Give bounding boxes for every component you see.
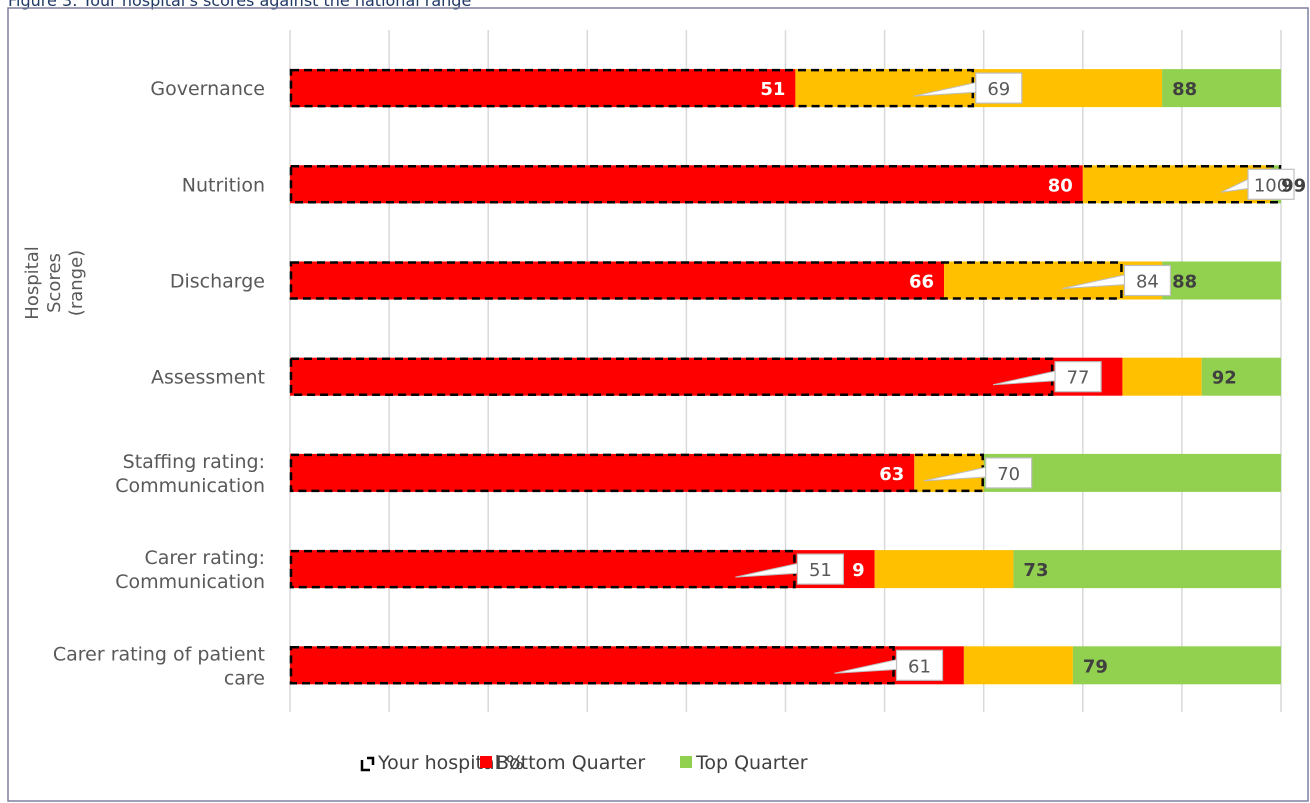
label-top-quarter-nutrition: 99 [1281, 175, 1306, 196]
category-label-carer-rating-of-patient-care: Carer rating of patient care [53, 643, 265, 689]
plot-border [7, 7, 1309, 802]
bar-bottom-quarter-carer-rating-of-patient-care [290, 646, 964, 685]
y-axis-title-line: Scores [44, 253, 65, 313]
callout-box-carer-rating-of-patient-care [895, 649, 944, 681]
hospital-value-carer-rating-of-patient-care: 61 [908, 656, 931, 677]
label-top-quarter-carer-rating-communication: 73 [1023, 560, 1048, 581]
legend-swatch-top-quarter [680, 756, 692, 768]
category-label-carer-rating-communication: Carer rating: Communication [115, 547, 265, 593]
bar-bottom-quarter-governance [290, 69, 796, 108]
bar-bottom-quarter-nutrition [290, 165, 1083, 204]
label-top-quarter-carer-rating-of-patient-care: 79 [1083, 656, 1108, 677]
category-label-line: Communication [115, 475, 265, 497]
bar-bottom-quarter-staffing-rating-communication [290, 453, 915, 492]
legend-label-top-quarter: Top Quarter [695, 752, 808, 774]
label-bottom-quarter-governance: 51 [760, 79, 785, 100]
category-label-nutrition: Nutrition [182, 174, 265, 196]
hospital-value-carer-rating-communication: 51 [809, 560, 832, 581]
bar-top-quarter-carer-rating-of-patient-care [1072, 646, 1281, 685]
category-label-line: Discharge [170, 271, 265, 293]
hospital-value-staffing-rating-communication: 70 [997, 464, 1020, 485]
hospital-layer: 69 100 84 77 70 51 61 [289, 68, 1295, 685]
category-label-line: Carer rating of patient [53, 643, 265, 665]
hospital-value-governance: 69 [987, 79, 1010, 100]
y-axis-title-line: Hospital [22, 246, 43, 319]
labels-layer: 51 88 80 99 66 88 92 63 9 73 79 [760, 79, 1306, 677]
label-top-quarter-discharge: 88 [1172, 272, 1197, 293]
category-label-line: care [224, 667, 265, 689]
legend-swatch-your-hospital [360, 760, 370, 772]
bar-top-quarter-discharge [1162, 261, 1281, 300]
label-bottom-quarter-discharge: 66 [909, 272, 934, 293]
legend: Your hospital %Bottom Quarter Top Quarter [360, 752, 808, 774]
bar-middle-assessment [1122, 357, 1202, 396]
category-label-line: Governance [150, 78, 265, 100]
bar-bottom-quarter-discharge [290, 261, 945, 300]
bars-layer [290, 69, 1281, 685]
category-label-line: Staffing rating: [123, 451, 265, 473]
label-top-quarter-assessment: 92 [1212, 368, 1237, 389]
label-bottom-quarter-carer-rating-communication: 9 [852, 560, 865, 581]
hospital-marker-carer-rating-of-patient-care [289, 646, 895, 685]
y-axis-title-line: (range) [66, 250, 87, 316]
category-label-line: Carer rating: [144, 547, 265, 569]
legend-swatch-bottom-quarter [480, 756, 492, 768]
label-bottom-quarter-staffing-rating-communication: 63 [879, 464, 904, 485]
figure-caption: Figure 3: Your hospital's scores against… [8, 0, 471, 10]
bar-middle-carer-rating-of-patient-care [963, 646, 1073, 685]
y-axis-title: HospitalScores(range) [22, 246, 87, 319]
legend-swatch-corner-your-hospital [367, 756, 375, 765]
callout-box-governance [975, 72, 1023, 104]
category-label-discharge: Discharge [170, 271, 265, 293]
bar-top-quarter-assessment [1201, 357, 1281, 396]
hospital-value-assessment: 77 [1067, 368, 1090, 389]
legend-label-bottom-quarter: Bottom Quarter [496, 752, 645, 774]
callout-box-discharge [1123, 264, 1172, 297]
hospital-value-discharge: 84 [1136, 272, 1159, 293]
bar-top-quarter-governance [1162, 69, 1281, 108]
hospital-value-nutrition: 100 [1254, 175, 1288, 196]
callout-box-carer-rating-communication [796, 553, 845, 585]
axis-title: HospitalScores(range) [22, 246, 87, 319]
bar-middle-carer-rating-communication [874, 550, 1014, 589]
category-label-staffing-rating-communication: Staffing rating: Communication [115, 451, 265, 497]
bar-top-quarter-staffing-rating-communication [983, 453, 1281, 492]
category-label-line: Assessment [151, 367, 265, 389]
callout-box-nutrition [1247, 168, 1295, 200]
callout-box-staffing-rating-communication [985, 457, 1033, 489]
category-axis: Governance Nutrition Discharge Assessment St… [53, 78, 265, 689]
bar-bottom-quarter-assessment [290, 357, 1123, 396]
label-bottom-quarter-nutrition: 80 [1048, 175, 1073, 196]
category-label-assessment: Assessment [151, 367, 265, 389]
callout-box-assessment [1054, 361, 1102, 393]
category-label-governance: Governance [150, 78, 265, 100]
hospital-marker-governance [289, 68, 975, 108]
label-top-quarter-governance: 88 [1172, 79, 1197, 100]
hospital-marker-assessment [289, 357, 1054, 396]
bar-top-quarter-carer-rating-communication [1013, 550, 1281, 589]
category-label-line: Communication [115, 571, 265, 593]
category-label-line: Nutrition [182, 174, 265, 196]
